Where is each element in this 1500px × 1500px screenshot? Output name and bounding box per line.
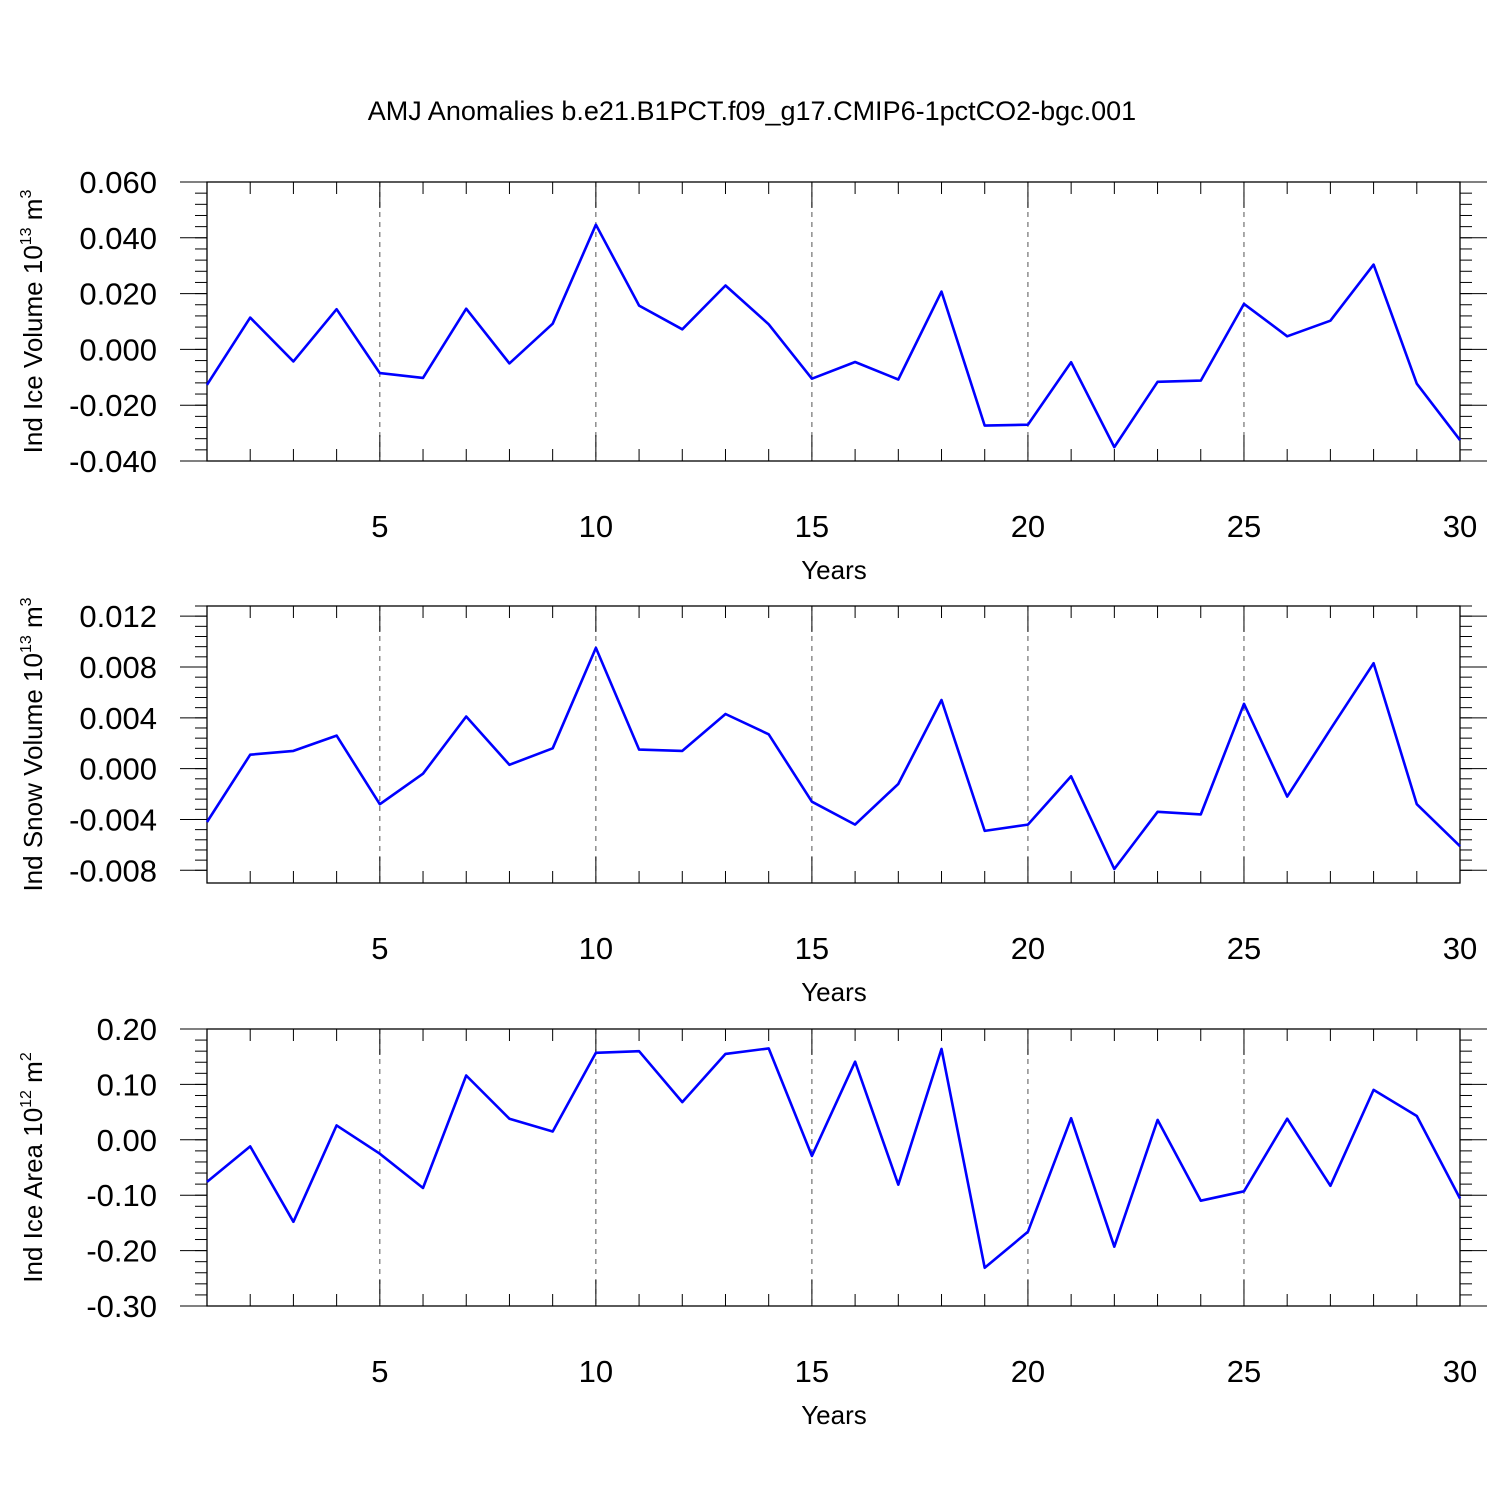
- x-tick-label: 5: [371, 931, 388, 966]
- y-tick-label: 0.004: [79, 701, 157, 736]
- y-tick-label: 0.040: [79, 221, 157, 256]
- y-tick-label: -0.10: [86, 1178, 157, 1213]
- series-line: [205, 223, 1462, 449]
- x-tick-label: 20: [1011, 1354, 1045, 1389]
- y-tick-label: 0.012: [79, 599, 157, 634]
- x-tick-label: 30: [1443, 1354, 1477, 1389]
- y-tick-label: -0.020: [69, 388, 157, 423]
- plot-frame: [206, 1028, 1461, 1307]
- y-tick-label: 0.020: [79, 277, 157, 312]
- x-tick-label: 10: [579, 931, 613, 966]
- figure-title: AMJ Anomalies b.e21.B1PCT.f09_g17.CMIP6-…: [368, 96, 1136, 126]
- x-tick-label: 25: [1227, 931, 1261, 966]
- plot-frame: [206, 181, 1461, 462]
- plot-frame: [206, 605, 1461, 884]
- x-tick-label: 15: [795, 931, 829, 966]
- y-tick-label: 0.000: [79, 752, 157, 787]
- x-tick-label: 15: [795, 1354, 829, 1389]
- x-tick-label: 30: [1443, 509, 1477, 544]
- y-tick-label: -0.008: [69, 853, 157, 888]
- y-tick-label: 0.008: [79, 650, 157, 685]
- y-tick-label: -0.040: [69, 444, 157, 479]
- x-tick-label: 25: [1227, 509, 1261, 544]
- y-axis-label: Ind Ice Area 1012 m2: [18, 1052, 48, 1283]
- y-axis-label: Ind Ice Volume 1013 m3: [18, 190, 48, 454]
- x-tick-label: 10: [579, 509, 613, 544]
- x-tick-label: 5: [371, 509, 388, 544]
- y-tick-label: 0.000: [79, 332, 157, 367]
- y-tick-label: -0.30: [86, 1289, 157, 1324]
- panel-3: -0.30 -0.20 -0.10 0.00 0.10 0.20 5 10 15 20 25 30 Ye…: [18, 1012, 1487, 1430]
- x-tick-label: 15: [795, 509, 829, 544]
- x-tick-label: 20: [1011, 931, 1045, 966]
- y-tick-label: -0.20: [86, 1234, 157, 1269]
- y-tick-label: 0.10: [97, 1067, 157, 1102]
- y-axis-label: Ind Snow Volume 1013 m3: [18, 597, 48, 891]
- y-tick-label: -0.004: [69, 802, 157, 837]
- x-tick-label: 20: [1011, 509, 1045, 544]
- y-tick-label: 0.00: [97, 1123, 157, 1158]
- x-axis-label: Years: [801, 555, 867, 585]
- series-line: [205, 646, 1461, 871]
- panel-2: -0.008 -0.004 0.000 0.004 0.008 0.012 5 10 15 20 2…: [18, 597, 1487, 1007]
- series-line: [206, 1047, 1462, 1270]
- panel-1: -0.040 -0.020 0.000 0.020 0.040 0.060 5 10 15 20 2…: [18, 165, 1487, 585]
- x-tick-label: 25: [1227, 1354, 1261, 1389]
- panels: -0.040 -0.020 0.000 0.020 0.040 0.060 5 10 15 20 2…: [18, 165, 1487, 1430]
- x-tick-label: 5: [371, 1354, 388, 1389]
- y-tick-label: 0.060: [79, 165, 157, 200]
- y-tick-label: 0.20: [97, 1012, 157, 1047]
- x-tick-label: 30: [1443, 931, 1477, 966]
- x-axis-label: Years: [801, 977, 867, 1007]
- x-tick-label: 10: [579, 1354, 613, 1389]
- x-axis-label: Years: [801, 1400, 867, 1430]
